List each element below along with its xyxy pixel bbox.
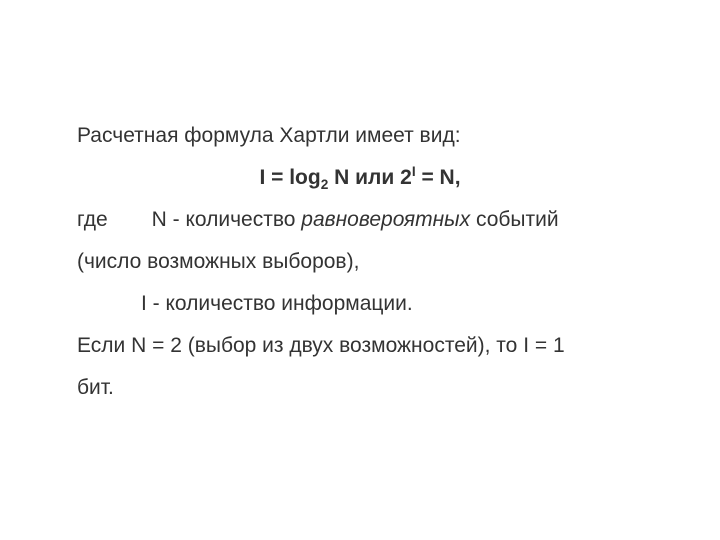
example-line-1: Если N = 2 (выбор из двух возможностей),… [77,325,643,367]
i-desc: I - количество информации. [141,292,413,315]
i-line: I - количество информации. [77,283,643,325]
formula-line: I = log2 N или 2I = N, [77,157,643,199]
formula-part3: = N, [416,166,461,189]
slide-body: Расчетная формула Хартли имеет вид: I = … [0,0,720,540]
where-line: где N - количество равновероятных событий [77,199,643,241]
where-label: где [77,208,108,231]
example-line-2: бит. [77,367,643,409]
formula-part1: I = log [259,166,320,189]
n-desc-italic: равновероятных [301,208,470,231]
intro-line: Расчетная формула Хартли имеет вид: [77,115,643,157]
n-desc-2: событий [470,208,558,231]
paren-line: (число возможных выборов), [77,241,643,283]
n-desc-1: N - количество [152,208,302,231]
formula-part2: N или 2 [328,166,412,189]
